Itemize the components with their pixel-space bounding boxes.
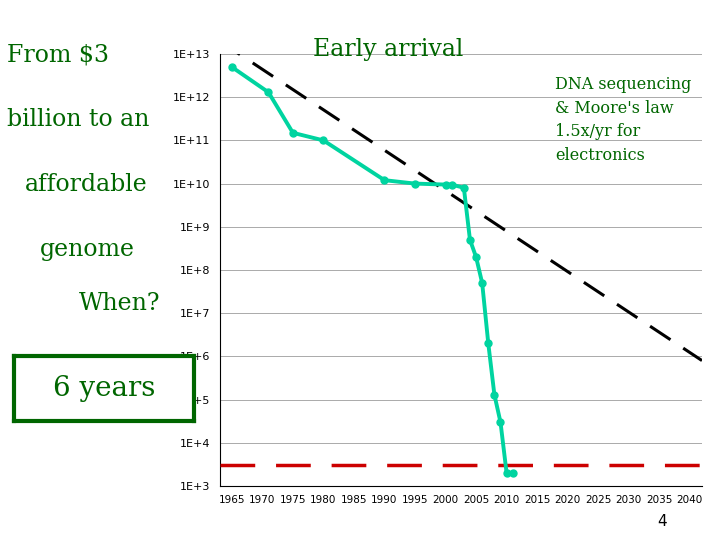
Text: When?: When? xyxy=(79,292,161,315)
Text: affordable: affordable xyxy=(25,173,148,196)
Text: Early arrival: Early arrival xyxy=(313,38,464,61)
Text: From $3: From $3 xyxy=(7,43,109,66)
Text: 4: 4 xyxy=(657,514,667,529)
Text: 6 years: 6 years xyxy=(53,375,156,402)
Text: genome: genome xyxy=(40,238,135,261)
Text: billion to an: billion to an xyxy=(7,108,150,131)
Text: DNA sequencing
& Moore's law
1.5x/yr for
electronics: DNA sequencing & Moore's law 1.5x/yr for… xyxy=(555,76,692,164)
